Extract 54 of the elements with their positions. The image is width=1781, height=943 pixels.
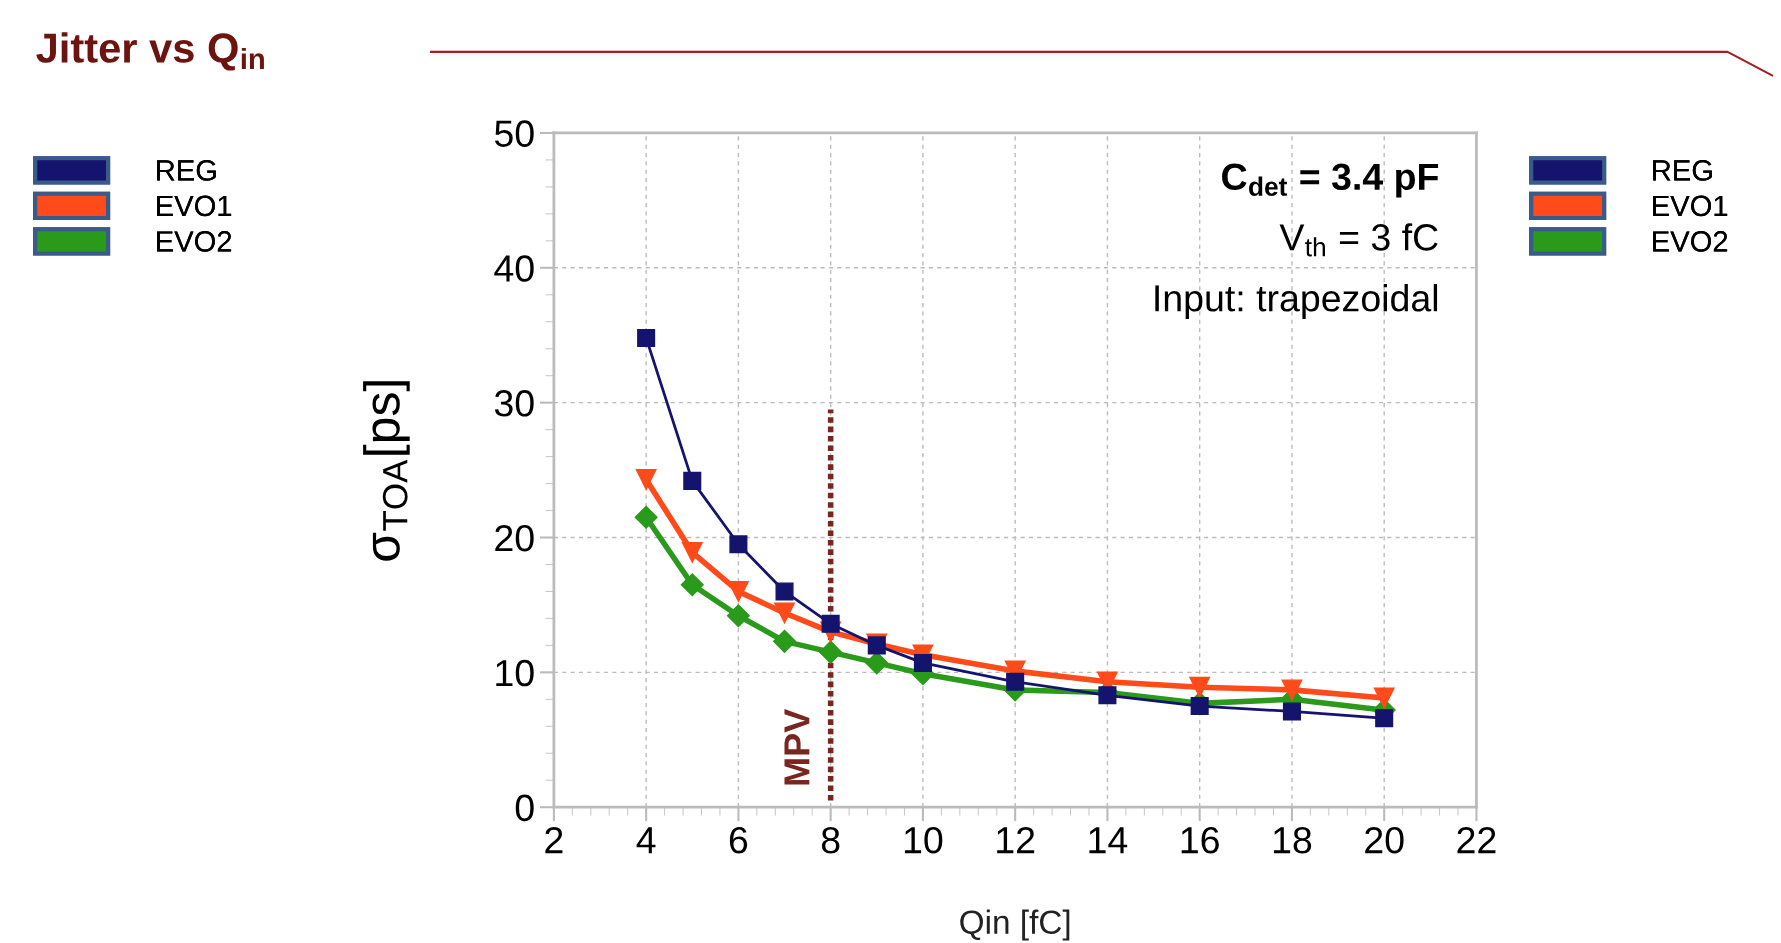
point <box>913 653 932 672</box>
point <box>1190 697 1209 716</box>
text: EVO2 <box>157 231 232 252</box>
x-axis-title: Qin [fC] <box>960 909 1070 941</box>
point <box>1282 702 1301 721</box>
point <box>726 604 750 628</box>
x-tick-label: 10 <box>904 826 943 854</box>
point <box>1189 676 1211 698</box>
point <box>821 614 840 633</box>
point <box>819 640 843 664</box>
point <box>680 573 704 597</box>
y-tick-label: 10 <box>496 659 534 687</box>
point <box>637 328 656 347</box>
point <box>1006 672 1025 691</box>
y-axis-title: σ$_{TOA}$[ps] <box>363 381 410 561</box>
point <box>1373 687 1395 709</box>
point <box>1281 679 1303 701</box>
text: REG <box>157 160 216 181</box>
x-tick-label: 22 <box>1457 826 1496 854</box>
x-tick-label: 8 <box>821 826 840 854</box>
point <box>683 471 702 490</box>
x-tick-label: 16 <box>1181 826 1219 854</box>
y-tick-label: 50 <box>494 120 534 147</box>
point <box>635 469 657 490</box>
x-tick-label: 4 <box>636 827 656 854</box>
x-tick-label: 20 <box>1365 826 1404 854</box>
legend-label: REG <box>1653 160 1712 181</box>
annotation: V$_{th}$ = 3 fC <box>1279 223 1438 257</box>
text: Jitter vs Q$_{in}$ <box>36 32 264 71</box>
x-tick-label: 2 <box>545 826 563 854</box>
point <box>727 581 749 602</box>
point <box>1375 709 1394 728</box>
text: EVO1 <box>157 195 232 217</box>
point <box>865 651 889 675</box>
y-tick-label: 20 <box>495 524 534 552</box>
ref-line-label: MPV <box>784 708 810 785</box>
annotation: Input: trapezoidal <box>1155 284 1438 319</box>
y-tick-label: 30 <box>494 390 534 417</box>
point <box>729 535 748 554</box>
point <box>775 582 794 601</box>
point <box>1098 686 1117 705</box>
y-tick-label: 40 <box>494 255 534 282</box>
x-tick-label: 14 <box>1089 827 1128 854</box>
point <box>774 602 795 624</box>
x-tick-label: 6 <box>729 826 748 854</box>
x-tick-label: 12 <box>997 826 1035 854</box>
legend-label: EVO1 <box>1653 195 1728 217</box>
legend-label: EVO2 <box>1653 231 1728 252</box>
x-tick-label: 18 <box>1273 826 1312 854</box>
point <box>773 629 797 653</box>
y-tick-label: 0 <box>515 794 534 822</box>
point <box>634 505 658 529</box>
annotation: C$_{det}$ = 3.4 pF <box>1222 163 1439 198</box>
point <box>681 541 703 563</box>
